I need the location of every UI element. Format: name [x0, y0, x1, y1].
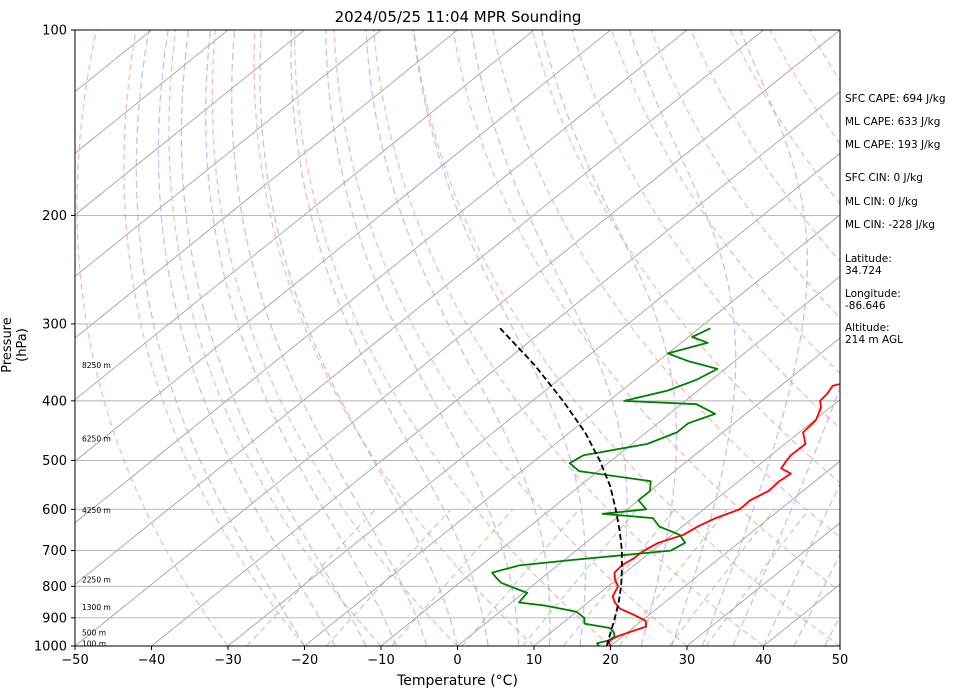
dry-adiabat [253, 30, 535, 646]
mixing-ratio-line [522, 508, 638, 646]
y-tick-label: 200 [42, 209, 67, 224]
y-tick-label: 400 [42, 394, 67, 409]
dewpoint-trace [491, 327, 719, 646]
y-tick-label: 900 [42, 611, 67, 626]
ml-cape-annotation: ML CAPE: 633 J/kg [845, 116, 941, 128]
dry-adiabat [373, 30, 764, 646]
altitude-annotation: Altitude: 214 m AGL [845, 322, 903, 346]
moist-adiabat [701, 30, 808, 646]
sfc-cape-annotation: SFC CAPE: 694 J/kg [845, 93, 946, 105]
isotherm-line [75, 30, 764, 585]
moist-adiabat [231, 30, 428, 646]
x-axis-label: Temperature (°C) [397, 673, 518, 689]
x-tick-label: 10 [526, 653, 543, 668]
dry-adiabat [412, 30, 840, 646]
moist-adiabat [365, 30, 551, 646]
height-label: 4250 m [82, 506, 111, 515]
mixing-ratio-line [461, 508, 580, 646]
height-label: 8250 m [82, 361, 111, 370]
moist-adiabat [470, 30, 628, 646]
parcel-trace [499, 327, 623, 646]
y-tick-label: 100 [42, 24, 67, 39]
moist-adiabat [325, 30, 520, 646]
height-label: 500 m [82, 628, 106, 637]
isotherm-line [75, 30, 611, 462]
dry-adiabat [452, 30, 840, 593]
ml-cin-annotation: ML CIN: 0 J/kg [845, 196, 918, 208]
chart-title: 2024/05/25 11:04 MPR Sounding [334, 8, 582, 26]
x-axis-ticks: −50 −40 −30 −20 −10 0 10 20 30 40 50 [61, 646, 848, 668]
moist-adiabat [413, 30, 587, 646]
x-tick-label: −10 [367, 653, 394, 668]
dry-adiabat [211, 30, 458, 646]
height-label: 1300 m [82, 603, 111, 612]
moist-adiabat [793, 553, 840, 646]
y-tick-label: 600 [42, 503, 67, 518]
ml-cape-annotation-2: ML CAPE: 193 J/kg [845, 139, 941, 151]
mixing-ratio-line [391, 508, 514, 646]
mixing-ratio-line [326, 508, 452, 646]
height-label: 100 m [82, 639, 106, 648]
y-tick-label: 300 [42, 317, 67, 332]
dry-adiabat [168, 30, 382, 646]
isotherm-line [380, 275, 840, 646]
dry-adiabat [650, 30, 840, 319]
height-label: 2250 m [82, 576, 111, 585]
x-tick-label: 0 [453, 653, 461, 668]
dry-adiabat [333, 30, 688, 646]
moist-adiabat [732, 386, 840, 646]
isotherm-line [151, 91, 840, 646]
isotherm-line [304, 214, 840, 646]
dry-adiabat [123, 30, 306, 646]
moist-adiabat [290, 30, 489, 646]
isotherm-line [75, 30, 840, 646]
moist-adiabat [259, 30, 459, 646]
temperature-trace [608, 383, 840, 646]
moist-adiabat [180, 30, 367, 646]
isotherm-line [686, 522, 840, 646]
isotherm-line [75, 30, 688, 524]
y-tick-label: 500 [42, 454, 67, 469]
latitude-annotation: Latitude: 34.724 [845, 253, 892, 277]
moist-adiabat [628, 30, 737, 646]
isotherm-line [75, 30, 229, 154]
moist-adiabat [205, 30, 397, 646]
x-tick-label: 20 [602, 653, 619, 668]
y-axis-ticks: 100 200 300 400 500 600 700 800 900 1000 [34, 24, 75, 655]
x-tick-label: −20 [291, 653, 318, 668]
dry-adiabat [610, 30, 840, 375]
ml-cin-annotation-2: ML CIN: -228 J/kg [845, 219, 935, 231]
y-tick-label: 800 [42, 580, 67, 595]
x-tick-label: −40 [138, 653, 165, 668]
dry-adiabat [293, 30, 611, 646]
isotherm-line [610, 460, 840, 646]
traces [491, 327, 840, 646]
isotherm-line [533, 399, 840, 646]
x-tick-label: 40 [755, 653, 772, 668]
isotherm-line [75, 30, 458, 339]
y-tick-label: 1000 [34, 640, 67, 655]
sfc-cin-annotation: SFC CIN: 0 J/kg [845, 172, 923, 184]
background-lines [75, 30, 840, 646]
isotherm-line [75, 30, 382, 277]
isotherm-line [75, 30, 305, 216]
isotherm-line [227, 152, 840, 646]
height-label: 6250 m [82, 434, 111, 443]
isotherm-line [75, 30, 535, 401]
y-axis-label: Pressure (hPa) [0, 317, 30, 373]
moist-adiabat [762, 482, 840, 646]
x-tick-label: 50 [832, 653, 849, 668]
dry-adiabat [76, 30, 229, 646]
x-tick-label: −30 [214, 653, 241, 668]
y-tick-label: 700 [42, 544, 67, 559]
moist-adiabat [135, 30, 306, 646]
dry-adiabat [571, 30, 840, 430]
height-labels: 100 m 500 m 1300 m 2250 m 4250 m 6250 m 8250 m [82, 361, 111, 648]
longitude-annotation: Longitude: -86.646 [845, 288, 901, 312]
mixing-ratio-line [563, 508, 676, 646]
moist-adiabat [157, 30, 336, 646]
x-tick-label: 30 [679, 653, 696, 668]
x-tick-label: −50 [61, 653, 88, 668]
